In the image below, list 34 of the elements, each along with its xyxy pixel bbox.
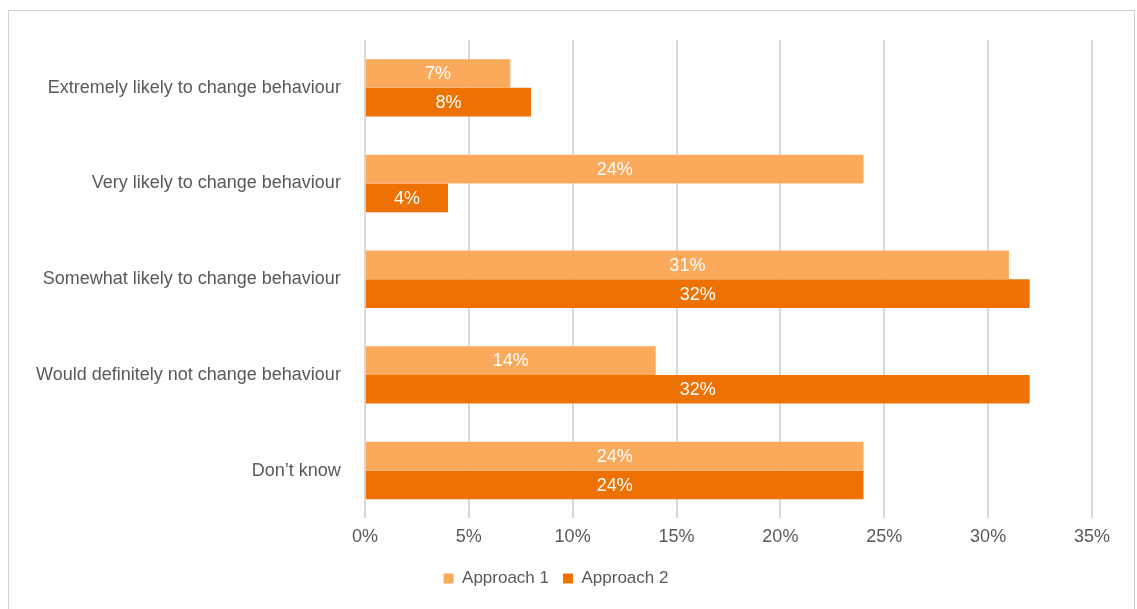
data-label: 4%: [393, 187, 420, 208]
x-tick-label: 5%: [455, 526, 482, 547]
y-tick-label: Very likely to change behaviour: [91, 172, 341, 193]
data-label: 32%: [679, 379, 716, 400]
x-tick-label: 35%: [1073, 526, 1111, 547]
bar: [365, 154, 864, 184]
data-label: 32%: [679, 283, 716, 304]
bar: [365, 374, 1030, 404]
y-tick-label: Would definitely not change behaviour: [36, 363, 341, 384]
data-label: 31%: [669, 254, 706, 275]
x-tick-label: 20%: [762, 526, 799, 547]
data-label: 8%: [435, 92, 462, 113]
data-label: 24%: [596, 446, 633, 467]
x-tick-label: 25%: [866, 526, 903, 547]
bar: [365, 470, 864, 500]
y-tick-label: Somewhat likely to change behaviour: [42, 268, 341, 289]
x-tick-label: 15%: [658, 526, 695, 547]
x-tick-label: 10%: [554, 526, 591, 547]
bar: [365, 441, 864, 471]
x-tick-label: 30%: [970, 526, 1007, 547]
bar: [365, 87, 532, 117]
legend-label: Approach 1: [462, 568, 549, 588]
data-label: 24%: [596, 474, 633, 495]
legend-label: Approach 2: [581, 568, 669, 588]
bar: [365, 279, 1030, 308]
y-tick-label: Extremely likely to change behaviour: [47, 76, 341, 97]
bar: [365, 250, 1009, 280]
bar: [365, 59, 511, 88]
y-tick-label: Don’t know: [251, 459, 342, 480]
data-label: 7%: [425, 63, 452, 84]
bar: [365, 346, 656, 375]
x-tick-label: 0%: [351, 526, 378, 547]
data-label: 24%: [596, 159, 633, 180]
data-label: 14%: [492, 350, 529, 371]
